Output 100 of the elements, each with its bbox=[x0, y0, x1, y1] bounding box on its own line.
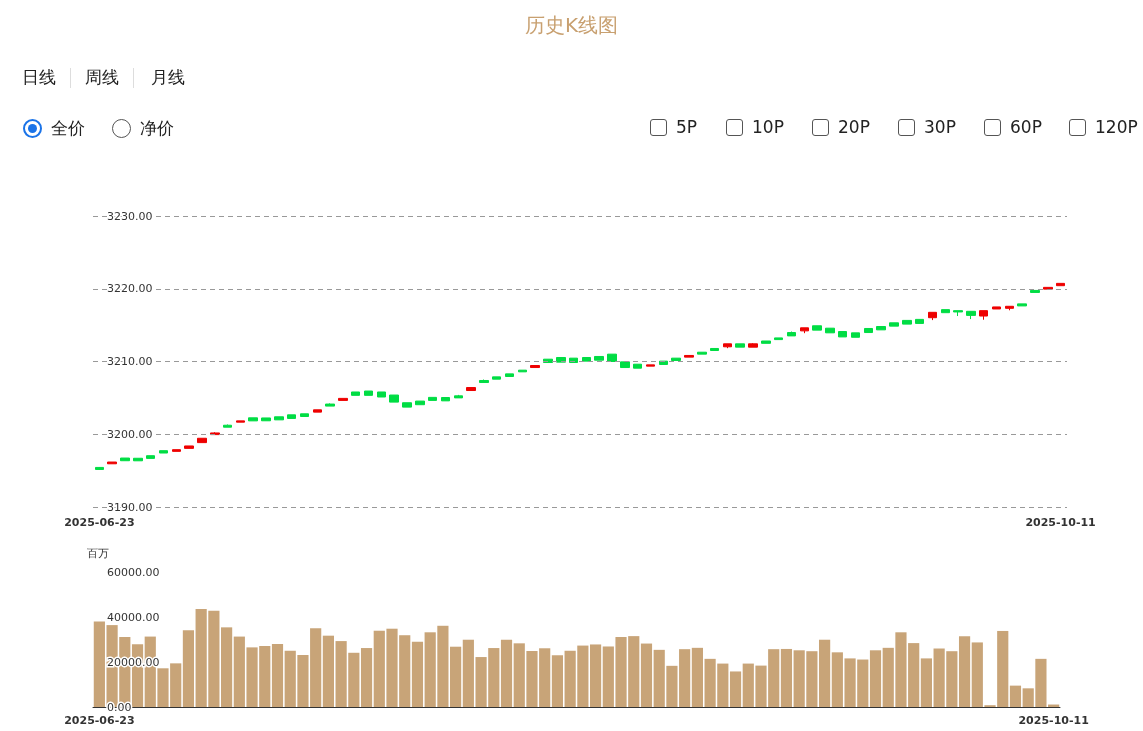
x-tick-label: 2025-06-23 bbox=[64, 516, 135, 529]
candlestick bbox=[107, 461, 117, 465]
candlestick bbox=[364, 390, 373, 396]
candlestick bbox=[774, 337, 783, 341]
candlestick bbox=[530, 365, 540, 369]
candlestick bbox=[261, 417, 271, 422]
bar bbox=[958, 636, 971, 707]
candlestick bbox=[671, 357, 681, 361]
bar bbox=[450, 646, 462, 707]
y-tick-label: 0.00 bbox=[107, 700, 132, 714]
bar bbox=[1009, 685, 1022, 707]
y-tick-label: 3210.00 bbox=[107, 355, 153, 368]
candlestick bbox=[146, 455, 155, 459]
text: 日线 bbox=[22, 66, 56, 89]
bar bbox=[589, 644, 602, 707]
y-tick-label: 60000.00 bbox=[107, 565, 160, 579]
text: 10P bbox=[751, 117, 784, 137]
text: 5P bbox=[675, 117, 698, 137]
candlestick bbox=[659, 360, 668, 365]
candlestick bbox=[633, 363, 642, 369]
text: 120P bbox=[1094, 117, 1138, 137]
candlestick bbox=[441, 397, 450, 402]
bar bbox=[920, 658, 932, 707]
bar bbox=[869, 650, 882, 707]
candlestick bbox=[876, 326, 886, 331]
text: 20P bbox=[837, 117, 870, 137]
candlestick bbox=[325, 402, 335, 407]
candlestick bbox=[761, 340, 771, 344]
candlestick bbox=[479, 379, 489, 384]
candlestick bbox=[735, 343, 745, 348]
bar bbox=[322, 635, 334, 707]
candlestick bbox=[1005, 305, 1014, 311]
candlestick bbox=[402, 402, 412, 408]
candlestick bbox=[300, 413, 309, 417]
candlestick bbox=[928, 311, 937, 321]
candlestick bbox=[223, 424, 232, 428]
candlestick bbox=[979, 310, 988, 321]
candlestick bbox=[184, 445, 194, 449]
candlestick bbox=[248, 417, 258, 422]
candlestick bbox=[723, 343, 732, 349]
candlestick bbox=[236, 420, 245, 423]
candlestick bbox=[492, 376, 501, 380]
bar bbox=[221, 627, 233, 707]
y-tick-label: 3220.00 bbox=[107, 282, 153, 296]
bar bbox=[411, 641, 424, 707]
bar bbox=[780, 648, 793, 707]
candlestick bbox=[582, 357, 591, 362]
text: 60P bbox=[1009, 117, 1042, 137]
candlestick bbox=[889, 322, 899, 327]
candlestick bbox=[389, 394, 399, 403]
bar bbox=[691, 647, 703, 707]
candlestick bbox=[864, 327, 873, 334]
candlestick bbox=[966, 310, 976, 320]
x-tick-label: 2025-10-11 bbox=[1025, 516, 1096, 529]
candlestick bbox=[274, 416, 284, 421]
candlestick bbox=[748, 342, 758, 348]
candlestick bbox=[697, 351, 707, 355]
bar bbox=[640, 643, 653, 707]
y-axis-title: 百万 bbox=[87, 546, 109, 559]
bar bbox=[500, 639, 513, 707]
candlestick bbox=[428, 396, 437, 401]
candlestick bbox=[787, 331, 796, 337]
candlestick bbox=[915, 318, 924, 324]
candlestick bbox=[902, 319, 912, 325]
candlestick bbox=[941, 309, 950, 314]
candlestick bbox=[620, 361, 630, 369]
candlestick bbox=[556, 357, 566, 363]
candlestick bbox=[1017, 303, 1027, 307]
bar bbox=[271, 644, 284, 707]
candlestick bbox=[466, 387, 476, 392]
candlestick bbox=[953, 310, 963, 317]
candlestick bbox=[351, 391, 360, 396]
candlestick bbox=[851, 332, 860, 338]
x-tick-label: 2025-06-23 bbox=[64, 714, 135, 727]
y-tick-label: 3200.00 bbox=[107, 427, 153, 441]
candlestick bbox=[992, 306, 1001, 310]
candlestick bbox=[812, 325, 822, 331]
bar bbox=[182, 630, 195, 707]
candlestick bbox=[415, 400, 425, 406]
candlestick bbox=[607, 353, 617, 362]
candlestick bbox=[210, 431, 220, 436]
candlestick bbox=[159, 450, 168, 454]
bar bbox=[551, 655, 564, 707]
y-tick-label: 40000.00 bbox=[107, 610, 160, 624]
chart-title: 历史K线图 bbox=[523, 12, 620, 39]
candlestick bbox=[197, 437, 207, 444]
candlestick bbox=[684, 354, 694, 358]
bar bbox=[819, 639, 831, 707]
candlestick bbox=[377, 391, 386, 398]
text: 30P bbox=[923, 117, 956, 137]
candlestick bbox=[313, 409, 322, 413]
candlestick bbox=[172, 449, 181, 452]
bar bbox=[360, 648, 373, 707]
candlestick bbox=[710, 347, 719, 352]
candlestick bbox=[120, 457, 130, 462]
bar bbox=[729, 671, 742, 707]
candlestick bbox=[1030, 289, 1040, 293]
candlestick bbox=[800, 327, 809, 334]
candlestick bbox=[95, 466, 104, 471]
candlestick bbox=[594, 355, 604, 361]
